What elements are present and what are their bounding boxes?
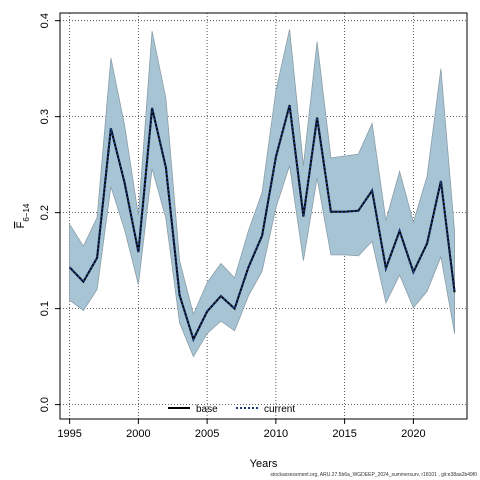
y-axis-title-main: F (15, 221, 27, 228)
series-lines (68, 104, 456, 343)
y-axis-title: F6−14 (15, 203, 31, 228)
y-tick-label-0: 0.0 (39, 397, 51, 412)
y-tick-label-1: 0.1 (39, 301, 51, 316)
footer-source: stockassessment.org, ARU.27.5b6a_WGDEEP_… (270, 472, 477, 478)
plot-frame (59, 12, 468, 420)
svg-text:F6−14: F6−14 (15, 203, 31, 228)
x-tick-label-3: 2010 (264, 428, 288, 440)
x-tick-label-0: 1995 (57, 428, 81, 440)
y-tick-label-4: 0.4 (39, 13, 51, 28)
confidence-band (69, 29, 455, 358)
legend-label-current: current (264, 404, 295, 415)
y-tick-label-2: 0.2 (39, 205, 51, 220)
legend-label-base: base (196, 404, 218, 415)
x-axis-title: Years (250, 458, 278, 470)
series-line-current (68, 104, 456, 343)
y-tick-label-3: 0.3 (39, 109, 51, 124)
x-tick-label-4: 2015 (332, 428, 356, 440)
y-axis: 0.0 0.1 0.2 0.3 0.4 (39, 13, 60, 412)
x-tick-label-1: 2000 (126, 428, 150, 440)
y-axis-title-sub: 6−14 (22, 203, 31, 222)
legend: base current (168, 404, 295, 415)
x-tick-label-2: 2005 (195, 428, 219, 440)
x-axis: 1995 2000 2005 2010 2015 2020 (57, 419, 426, 440)
x-tick-label-5: 2020 (401, 428, 425, 440)
